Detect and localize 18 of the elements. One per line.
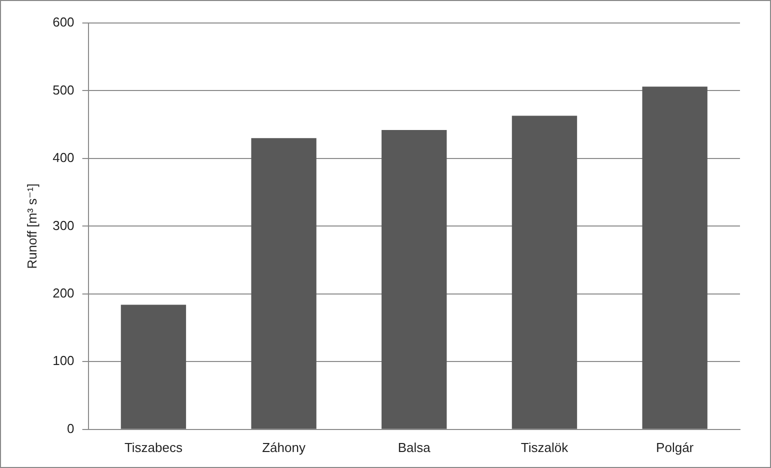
y-tick-label: 400 [52, 150, 74, 166]
x-tick-label: Tiszalök [520, 440, 569, 455]
y-tick-label: 0 [67, 420, 74, 436]
bar [251, 138, 316, 429]
x-tick-label: Tiszabecs [124, 440, 183, 455]
bar [512, 116, 578, 429]
y-tick-label: 500 [52, 82, 74, 98]
y-tick-label: 300 [52, 218, 74, 233]
bar [120, 304, 186, 429]
bar [642, 86, 708, 429]
y-axis-title: Runoff [m³ s⁻¹] [24, 184, 40, 269]
y-tick-label: 200 [52, 286, 74, 301]
x-tick-label: Záhony [262, 440, 306, 455]
y-tick-label: 100 [52, 353, 74, 368]
bar [382, 130, 447, 429]
y-tick-label: 600 [52, 14, 74, 30]
x-tick-label: Polgár [656, 440, 694, 455]
x-tick-label: Balsa [398, 440, 432, 455]
